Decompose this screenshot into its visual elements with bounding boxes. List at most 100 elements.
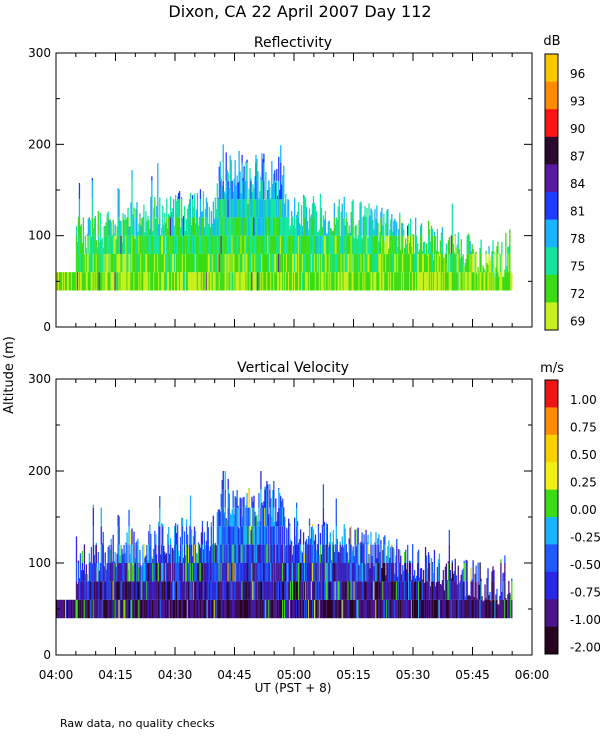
heatmap-cell [416, 599, 419, 619]
heatmap-cell [134, 563, 136, 582]
heatmap-cell [171, 599, 173, 619]
heatmap-cell [282, 599, 284, 619]
heatmap-column [478, 271, 480, 291]
heatmap-cell [433, 235, 436, 254]
heatmap-cell [203, 235, 206, 254]
heatmap-cell [195, 253, 198, 273]
heatmap-column [307, 229, 310, 291]
heatmap-column [185, 219, 188, 291]
heatmap-cell [195, 553, 198, 563]
heatmap-column [452, 573, 454, 619]
heatmap-cell [129, 253, 131, 273]
heatmap-column [368, 203, 370, 291]
heatmap-column [380, 211, 382, 291]
heatmap-column [272, 183, 274, 291]
heatmap-cell [83, 563, 86, 582]
heatmap-cell [220, 178, 222, 181]
heatmap-cell [468, 253, 470, 273]
heatmap-cell [309, 599, 312, 619]
heatmap-cell [271, 162, 273, 181]
heatmap-column [434, 586, 437, 619]
heatmap-column [166, 553, 168, 619]
heatmap-column [494, 276, 496, 291]
heatmap-cell [104, 563, 106, 582]
heatmap-cell [151, 176, 153, 181]
heatmap-cell [432, 581, 435, 600]
heatmap-cell [193, 581, 196, 600]
heatmap-cell [287, 544, 289, 563]
heatmap-cell [103, 599, 105, 619]
heatmap-cell [466, 272, 468, 291]
heatmap-cell [509, 229, 511, 236]
heatmap-column [241, 516, 243, 619]
heatmap-cell [508, 599, 510, 619]
heatmap-column [68, 599, 71, 619]
heatmap-cell [389, 581, 391, 600]
heatmap-cell [233, 180, 235, 200]
heatmap-cell [250, 217, 252, 236]
heatmap-cell [121, 242, 123, 254]
heatmap-cell [269, 484, 271, 490]
heatmap-cell [455, 272, 457, 291]
heatmap-cell [181, 253, 184, 273]
heatmap-cell [344, 235, 346, 254]
heatmap-cell [231, 253, 233, 273]
heatmap-cell [430, 563, 433, 582]
vertical-velocity-title: Vertical Velocity [237, 360, 349, 376]
heatmap-cell [141, 253, 143, 273]
heatmap-cell [462, 599, 464, 619]
heatmap-column [483, 268, 485, 291]
heatmap-cell [370, 253, 372, 273]
heatmap-cell [199, 235, 202, 254]
heatmap-cell [152, 231, 154, 236]
heatmap-cell [403, 570, 405, 582]
heatmap-cell [405, 599, 407, 619]
heatmap-cell [374, 217, 376, 236]
heatmap-cell [71, 272, 74, 291]
heatmap-cell [370, 544, 372, 563]
heatmap-cell [398, 235, 400, 254]
heatmap-cell [297, 544, 300, 563]
heatmap-column [501, 242, 503, 291]
heatmap-cell [323, 544, 326, 563]
heatmap-cell [126, 563, 128, 582]
heatmap-cell [175, 217, 177, 236]
heatmap-cell [253, 188, 255, 200]
heatmap-cell [293, 581, 295, 600]
heatmap-cell [256, 162, 258, 181]
heatmap-cell [320, 581, 323, 600]
heatmap-cell [282, 199, 284, 218]
heatmap-cell [171, 548, 173, 563]
heatmap-cell [113, 253, 115, 273]
heatmap-cell [186, 544, 189, 563]
heatmap-cell [416, 551, 419, 563]
heatmap-cell [249, 526, 251, 545]
heatmap-cell [220, 599, 222, 619]
heatmap-cell [193, 599, 196, 619]
heatmap-cell [79, 226, 82, 236]
heatmap-cell [397, 576, 399, 582]
heatmap-cell [174, 253, 176, 273]
heatmap-cell [448, 272, 450, 291]
heatmap-cell [88, 563, 91, 582]
heatmap-column [304, 541, 307, 619]
heatmap-cell [105, 272, 107, 291]
heatmap-column [485, 598, 487, 619]
heatmap-cell [226, 170, 228, 181]
heatmap-cell [253, 235, 255, 254]
heatmap-cell [218, 166, 220, 181]
heatmap-cell [373, 599, 375, 619]
heatmap-cell [370, 563, 372, 582]
heatmap-cell [419, 599, 422, 619]
heatmap-cell [357, 272, 359, 291]
heatmap-column [491, 251, 493, 291]
heatmap-cell [280, 199, 282, 218]
heatmap-cell [158, 563, 160, 582]
heatmap-cell [360, 253, 362, 273]
heatmap-cell [150, 272, 152, 291]
heatmap-cell [132, 217, 134, 236]
heatmap-cell [211, 544, 213, 563]
heatmap-column [331, 231, 333, 291]
heatmap-cell [484, 272, 486, 291]
